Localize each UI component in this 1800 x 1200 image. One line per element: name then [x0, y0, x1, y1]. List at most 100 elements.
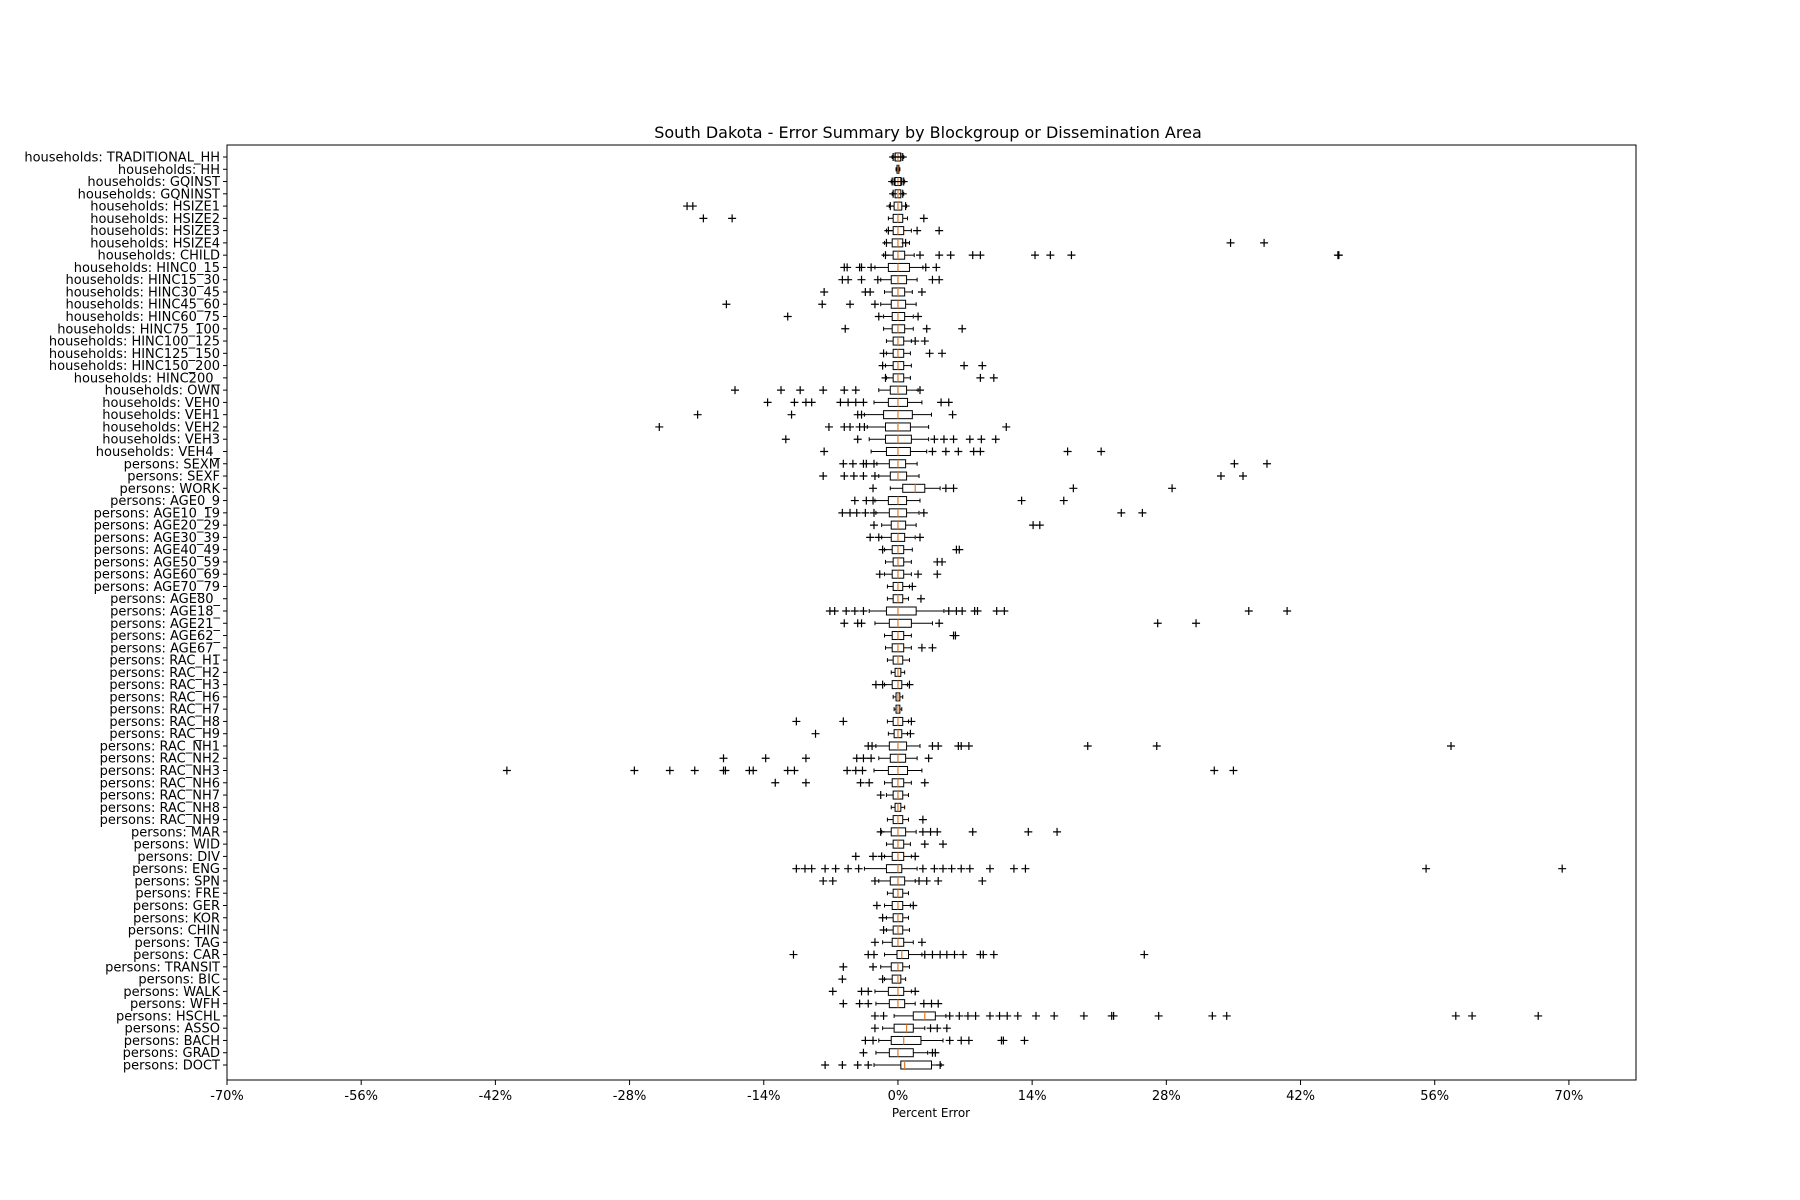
outlier-marker	[968, 827, 977, 836]
outlier-marker	[630, 766, 639, 775]
x-tick-label: 56%	[1420, 1089, 1449, 1104]
y-tick-label: persons: MAR	[131, 825, 220, 840]
y-tick-label: persons: WALK	[123, 985, 220, 1000]
y-tick-label: persons: AGE10_19	[94, 506, 220, 521]
outlier-marker	[870, 1024, 879, 1033]
outlier-marker	[1031, 1011, 1040, 1020]
y-tick-label: persons: RAC_H7	[109, 703, 220, 718]
outlier-marker	[821, 864, 830, 873]
outlier-marker	[936, 950, 945, 959]
y-tick-label: households: HINC45_60	[65, 298, 220, 313]
outlier-marker	[1283, 607, 1292, 615]
outlier-marker	[839, 717, 848, 726]
outlier-marker	[881, 251, 890, 260]
box-56	[876, 827, 1062, 837]
y-tick-label: persons: RAC_NH3	[100, 764, 220, 779]
box-53	[876, 790, 909, 800]
outlier-marker	[915, 876, 924, 885]
outlier-marker	[862, 459, 871, 468]
outlier-marker	[955, 545, 964, 554]
iqr-box	[885, 606, 917, 616]
outlier-marker	[819, 472, 828, 481]
outlier-marker	[849, 472, 858, 481]
box-59	[792, 864, 1567, 874]
y-tick-label: households: HINC30_45	[65, 285, 220, 300]
x-axis-label: Percent Error	[892, 1106, 970, 1120]
outlier-marker	[866, 287, 875, 296]
outlier-marker	[874, 312, 883, 321]
outlier-marker	[844, 864, 853, 873]
outlier-marker	[690, 766, 699, 775]
outlier-marker	[933, 1024, 942, 1033]
box-12	[820, 287, 926, 297]
outlier-marker	[731, 386, 740, 395]
box-55	[886, 815, 927, 825]
outlier-marker	[842, 607, 851, 615]
iqr-box	[888, 1048, 914, 1058]
outlier-marker	[693, 410, 702, 419]
outlier-marker	[1063, 447, 1072, 456]
box-29	[850, 496, 1068, 506]
outlier-marker	[969, 447, 978, 456]
box-5	[683, 201, 910, 211]
y-tick-label: persons: RAC_H6	[109, 690, 220, 705]
x-tick-label: 70%	[1554, 1089, 1583, 1104]
outlier-marker	[820, 447, 829, 456]
outlier-marker	[865, 778, 874, 787]
outlier-marker	[920, 840, 929, 849]
outlier-marker	[868, 741, 877, 750]
outlier-marker	[884, 226, 893, 235]
box-17	[879, 348, 947, 358]
outlier-marker	[949, 435, 958, 444]
outlier-marker	[928, 275, 937, 284]
outlier-marker	[924, 754, 933, 763]
outlier-marker	[699, 214, 708, 223]
outlier-marker	[1097, 447, 1106, 456]
y-tick-label: persons: BIC	[138, 973, 220, 988]
outlier-marker	[1152, 741, 1161, 750]
outlier-marker	[783, 766, 792, 775]
outlier-marker	[941, 447, 950, 456]
y-tick-label: households: HSIZE3	[90, 224, 220, 239]
y-tick-label: persons: DOCT	[123, 1059, 220, 1074]
box-14	[783, 312, 923, 322]
y-tick-label: households: VEH0	[102, 396, 220, 411]
outlier-marker	[811, 729, 820, 738]
outlier-marker	[792, 864, 801, 873]
iqr-box	[892, 250, 906, 260]
outlier-marker	[859, 754, 868, 763]
outlier-marker	[942, 950, 951, 959]
y-tick-label: persons: RAC_H8	[109, 715, 220, 730]
box-25	[820, 446, 1106, 456]
box-19	[881, 373, 998, 383]
outlier-marker	[855, 999, 864, 1008]
outlier-marker	[1109, 1011, 1118, 1020]
x-tick-label: -70%	[210, 1089, 244, 1104]
outlier-marker	[999, 1036, 1008, 1045]
outlier-marker	[839, 999, 848, 1008]
box-44	[871, 680, 914, 690]
outlier-marker	[761, 754, 770, 763]
box-23	[655, 422, 1011, 432]
outlier-marker	[844, 275, 853, 284]
outlier-marker	[1216, 472, 1225, 481]
y-tick-label: households: HSIZE4	[90, 236, 220, 251]
outlier-marker	[864, 1061, 873, 1069]
box-20	[731, 385, 924, 395]
box-60	[819, 876, 987, 886]
y-tick-label: persons: RAC_H3	[109, 678, 220, 693]
outlier-marker	[801, 778, 810, 787]
outlier-marker	[861, 508, 870, 517]
outlier-marker	[877, 852, 886, 861]
box-30	[838, 508, 1147, 518]
box-46	[893, 704, 903, 714]
outlier-marker	[942, 1024, 951, 1033]
outlier-marker	[828, 987, 837, 996]
y-tick-label: persons: AGE67_	[110, 641, 220, 656]
outlier-marker	[1153, 619, 1162, 628]
iqr-box	[891, 680, 903, 690]
y-tick-label: persons: TAG	[134, 936, 220, 951]
box-38	[825, 606, 1292, 616]
outlier-marker	[878, 545, 887, 554]
outlier-marker	[728, 214, 737, 223]
